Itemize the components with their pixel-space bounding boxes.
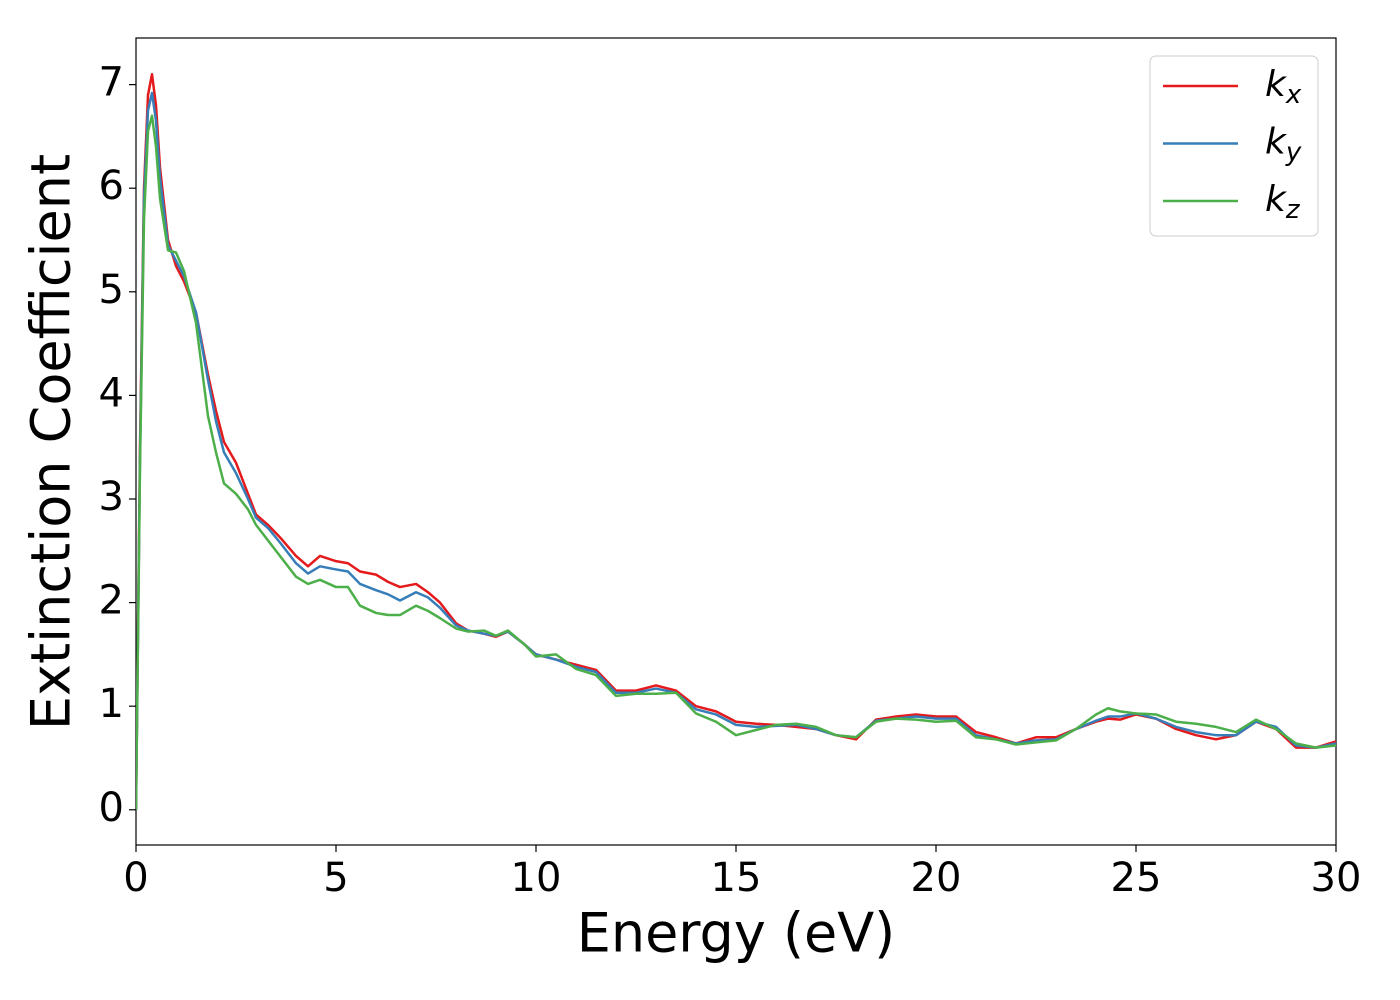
legend-label: kx (1265, 64, 1302, 110)
y-tick-label: 5 (99, 267, 124, 313)
x-tick-label: 25 (1111, 855, 1162, 901)
y-axis-label: Extinction Coefficient (20, 154, 83, 730)
y-tick-label: 3 (99, 474, 124, 520)
x-tick-label: 0 (123, 855, 148, 901)
x-tick-label: 5 (323, 855, 348, 901)
y-tick-label: 2 (99, 578, 124, 624)
x-tick-label: 10 (511, 855, 562, 901)
y-tick-label: 1 (99, 681, 124, 727)
legend-box (1149, 55, 1319, 237)
series-line (136, 91, 1336, 810)
x-axis-label: Energy (eV) (577, 902, 896, 965)
legend-label: kz (1265, 179, 1301, 225)
legend: kx ky kz (1149, 55, 1319, 237)
y-tick-label: 6 (99, 163, 124, 209)
x-tick-label: 30 (1311, 855, 1362, 901)
series-line (136, 114, 1336, 810)
y-tick-label: 7 (99, 60, 124, 106)
x-tick-label: 15 (711, 855, 762, 901)
x-tick-label: 20 (911, 855, 962, 901)
y-tick-label: 4 (99, 370, 124, 416)
y-tick-label: 0 (99, 785, 124, 831)
lines (136, 73, 1336, 810)
legend-label: ky (1265, 122, 1302, 168)
